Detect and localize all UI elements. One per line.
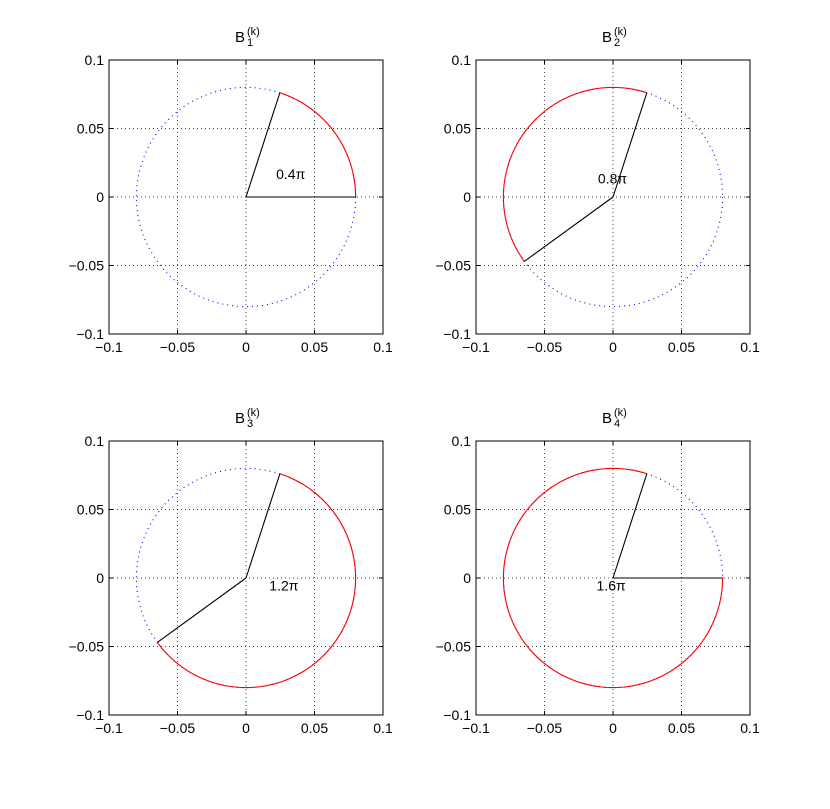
- subplot-title-superscript: (k): [614, 26, 627, 38]
- subplot-1: −0.1 −0.05 0 0.05 0.1 −0.1 −0.05 0 0.05 0.1 B 1(k) 0…: [69, 26, 393, 355]
- radius-line-start: [612, 92, 648, 198]
- y-tick-label: 0.05: [444, 502, 471, 518]
- subplot-title: B: [235, 410, 245, 427]
- subplot-2: −0.1 −0.05 0 0.05 0.1 −0.1 −0.05 0 0.05 0.1 B 2(k) 0…: [436, 26, 760, 355]
- subplot-title-subscript: 2: [614, 37, 620, 49]
- angle-annotation: 0.8π: [598, 170, 627, 186]
- x-tick-label: −0.1: [95, 339, 123, 355]
- x-tick-label: −0.1: [462, 339, 490, 355]
- x-tick-label: −0.1: [462, 720, 490, 736]
- subplot-title-superscript: (k): [614, 407, 627, 419]
- y-tick-label: −0.1: [443, 326, 471, 342]
- x-tick-label: −0.05: [527, 339, 563, 355]
- arc-red: [279, 92, 357, 198]
- x-tick-label: −0.05: [160, 339, 196, 355]
- y-tick-label: −0.1: [76, 707, 104, 723]
- angle-annotation: 1.6π: [597, 577, 626, 593]
- y-tick-label: 0.05: [77, 502, 104, 518]
- arc-red: [156, 473, 357, 689]
- x-tick-label: 0.05: [668, 339, 695, 355]
- subplot-title-subscript: 4: [614, 418, 620, 430]
- angle-annotation: 0.4π: [276, 166, 305, 182]
- subplot-3: −0.1 −0.05 0 0.05 0.1 −0.1 −0.05 0 0.05 0.1 B 3(k) 1…: [69, 407, 393, 736]
- arc-red: [502, 86, 648, 262]
- subplot-title-superscript: (k): [247, 26, 260, 38]
- x-tick-label: −0.1: [95, 720, 123, 736]
- x-tick-label: 0.1: [373, 339, 393, 355]
- y-tick-label: 0.05: [444, 121, 471, 137]
- subplot-title: B: [602, 410, 612, 427]
- y-tick-label: 0: [463, 189, 471, 205]
- y-tick-label: −0.05: [436, 639, 472, 655]
- y-tick-label: −0.05: [436, 258, 472, 274]
- angle-annotation: 1.2π: [269, 577, 298, 593]
- radius-line-end: [245, 473, 281, 579]
- y-tick-label: −0.05: [69, 639, 105, 655]
- subplot-4: −0.1 −0.05 0 0.05 0.1 −0.1 −0.05 0 0.05 0.1 B 4(k) 1…: [436, 407, 760, 736]
- x-tick-label: 0: [242, 720, 250, 736]
- y-tick-label: 0: [463, 570, 471, 586]
- x-tick-label: 0.05: [668, 720, 695, 736]
- y-tick-label: 0.05: [77, 121, 104, 137]
- subplot-title-subscript: 1: [247, 37, 253, 49]
- y-tick-label: 0.1: [452, 52, 472, 68]
- subplot-title: B: [602, 29, 612, 46]
- x-tick-label: −0.05: [160, 720, 196, 736]
- x-tick-label: 0: [242, 339, 250, 355]
- subplot-title-subscript: 3: [247, 418, 253, 430]
- x-tick-label: 0.1: [373, 720, 393, 736]
- x-tick-label: 0.05: [301, 339, 328, 355]
- radius-line-start: [157, 577, 247, 643]
- y-tick-label: −0.05: [69, 258, 105, 274]
- x-tick-label: 0: [609, 339, 617, 355]
- arc-red: [502, 467, 724, 689]
- radius-line-end: [245, 92, 281, 198]
- y-tick-label: 0.1: [85, 433, 105, 449]
- y-tick-label: 0: [96, 570, 104, 586]
- radius-line-start: [612, 473, 648, 579]
- subplot-title-superscript: (k): [247, 407, 260, 419]
- y-tick-label: 0: [96, 189, 104, 205]
- x-tick-label: −0.05: [527, 720, 563, 736]
- x-tick-label: 0.1: [740, 720, 760, 736]
- x-tick-label: 0: [609, 720, 617, 736]
- y-tick-label: −0.1: [76, 326, 104, 342]
- y-tick-label: −0.1: [443, 707, 471, 723]
- subplot-title: B: [235, 29, 245, 46]
- y-tick-label: 0.1: [452, 433, 472, 449]
- radius-line-end: [524, 196, 614, 262]
- y-tick-label: 0.1: [85, 52, 105, 68]
- x-tick-label: 0.05: [301, 720, 328, 736]
- x-tick-label: 0.1: [740, 339, 760, 355]
